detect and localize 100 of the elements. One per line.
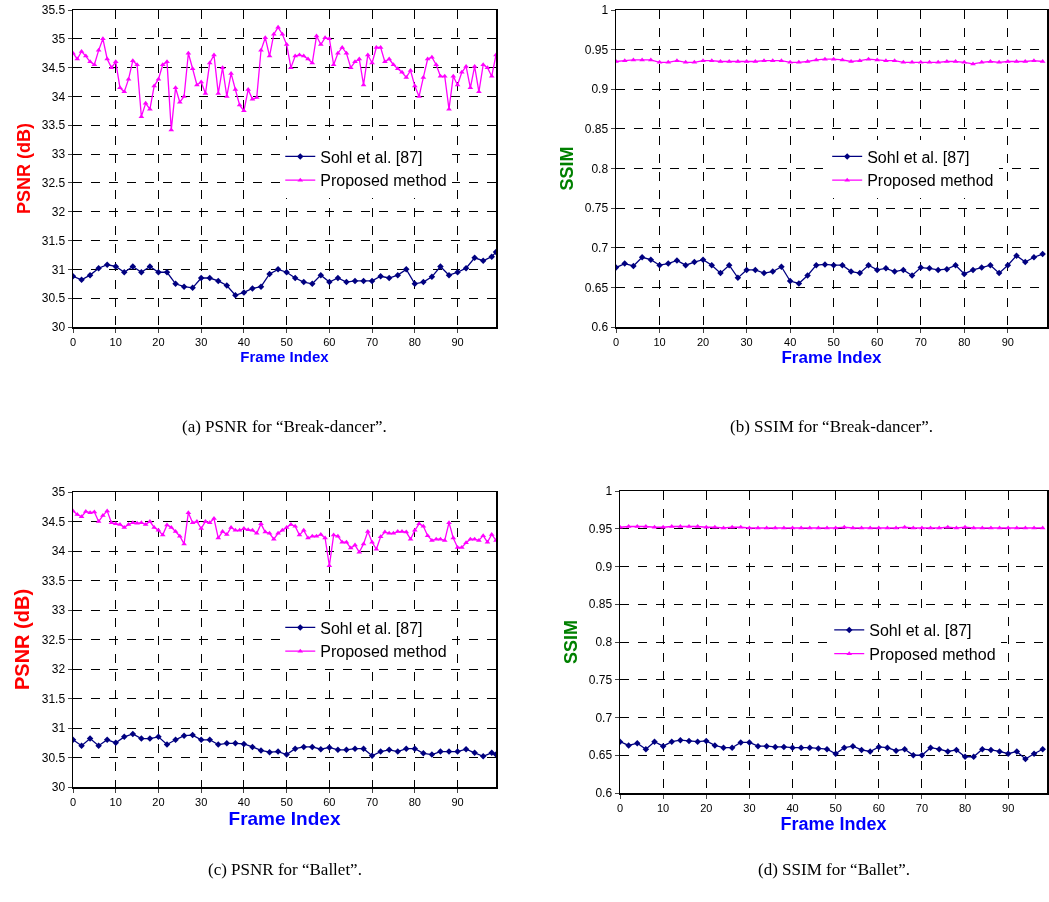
point [95, 264, 102, 272]
point [121, 269, 128, 276]
x-tick-label: 40 [786, 801, 799, 814]
point [674, 58, 680, 62]
point [769, 268, 776, 275]
point [377, 748, 384, 755]
x-tick-label: 20 [152, 335, 165, 348]
y-tick-label: 32 [51, 662, 66, 677]
point [647, 256, 655, 263]
point [987, 746, 995, 754]
point [215, 741, 222, 748]
point [112, 263, 119, 270]
point [755, 525, 761, 530]
point [735, 59, 741, 63]
point [856, 269, 864, 277]
point [1013, 252, 1020, 259]
y-tick-label: 0.85 [588, 597, 613, 612]
legend-label: Proposed method [869, 645, 996, 663]
point [677, 736, 684, 744]
x-tick-label: 30 [195, 795, 208, 808]
point [403, 266, 410, 273]
y-tick-label: 33.5 [41, 118, 66, 133]
point [839, 261, 846, 269]
point [823, 745, 831, 753]
point [934, 266, 942, 274]
point [368, 752, 376, 759]
text: (a) PSNR for “Break-dancer”. [182, 417, 387, 436]
y-tick-label: 0.6 [595, 786, 613, 801]
point [291, 745, 299, 752]
point [78, 742, 85, 749]
point [428, 273, 436, 281]
point [961, 270, 968, 278]
point [326, 744, 333, 751]
point [317, 271, 325, 279]
point [197, 736, 205, 744]
y-tick-label: 34 [51, 89, 66, 104]
text: (b) SSIM for “Break-dancer”. [730, 417, 933, 436]
y-tick-label: 0.95 [588, 521, 613, 536]
x-tick-label: 90 [1001, 335, 1014, 348]
legend-label: Sohl et al. [87] [869, 622, 972, 640]
y-tick-label: 31 [51, 262, 66, 277]
point [789, 744, 796, 751]
point [129, 730, 137, 738]
x-tick-label: 10 [653, 335, 666, 348]
point [795, 59, 802, 64]
point [703, 737, 710, 745]
point [138, 269, 145, 276]
y-tick-label: 32 [51, 204, 66, 219]
point [471, 254, 478, 262]
point [103, 736, 111, 744]
x-axis-title: Frame Index [781, 347, 883, 367]
point [172, 280, 179, 288]
x-tick-label: 0 [612, 335, 620, 348]
y-tick-label: 34.5 [41, 514, 66, 529]
x-tick-label: 0 [69, 335, 77, 348]
point [763, 742, 770, 750]
point [351, 277, 359, 285]
point [488, 749, 495, 757]
point [479, 753, 487, 760]
point [873, 266, 881, 274]
point [978, 264, 985, 271]
point [815, 745, 822, 752]
y-tick-label: 35.5 [41, 3, 66, 18]
point [206, 736, 213, 744]
point [240, 740, 248, 748]
point [875, 743, 883, 751]
point [883, 58, 889, 62]
y-tick-label: 35 [51, 32, 66, 47]
point [86, 271, 94, 279]
point [952, 261, 959, 269]
point [634, 523, 641, 528]
point [479, 257, 487, 264]
x-tick-label: 10 [657, 801, 670, 814]
point [926, 59, 933, 64]
x-tick-label: 0 [616, 801, 624, 814]
y-tick-label: 30.5 [41, 750, 66, 765]
point [830, 261, 837, 269]
point [462, 745, 470, 753]
point [462, 264, 470, 272]
x-tick-label: 40 [784, 335, 797, 348]
point [420, 750, 427, 757]
y-tick-label: 0.75 [588, 672, 613, 687]
point [700, 58, 706, 62]
point [761, 58, 767, 62]
point [943, 265, 951, 273]
point [918, 752, 926, 759]
x-axis-title: Frame Index [780, 813, 887, 834]
point [995, 269, 1003, 277]
point [720, 744, 727, 751]
y-tick-label: 33.5 [41, 573, 66, 588]
point [309, 280, 316, 288]
point [121, 733, 128, 741]
point [621, 260, 628, 267]
y-tick-label: 1 [605, 484, 613, 499]
point [334, 274, 342, 282]
point [291, 274, 299, 282]
point [893, 525, 899, 530]
point [488, 253, 495, 260]
point [737, 739, 745, 746]
point [884, 744, 891, 751]
